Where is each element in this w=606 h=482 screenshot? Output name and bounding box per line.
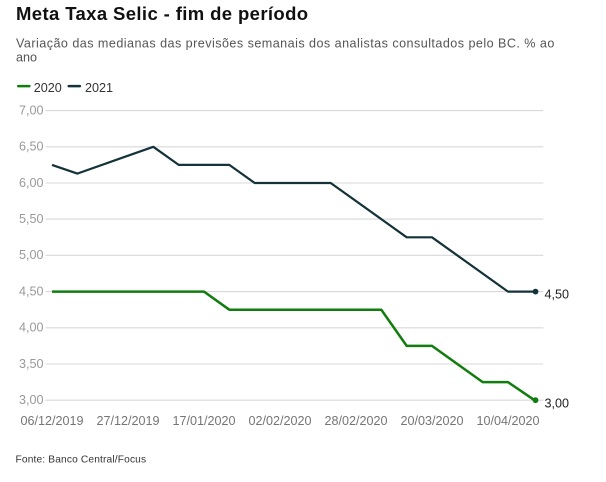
svg-text:28/02/2020: 28/02/2020 [324, 414, 387, 428]
svg-text:3,00: 3,00 [545, 396, 570, 410]
svg-text:2020: 2020 [34, 81, 62, 95]
svg-text:6,50: 6,50 [19, 140, 44, 154]
svg-text:Variação das medianas das prev: Variação das medianas das previsões sema… [16, 37, 555, 51]
svg-text:10/04/2020: 10/04/2020 [476, 414, 539, 428]
svg-text:5,00: 5,00 [19, 248, 44, 262]
svg-text:4,50: 4,50 [19, 284, 44, 298]
svg-text:Fonte: Banco Central/Focus: Fonte: Banco Central/Focus [16, 455, 147, 466]
svg-text:3,50: 3,50 [19, 357, 44, 371]
svg-text:3,00: 3,00 [19, 393, 44, 407]
svg-text:4,00: 4,00 [19, 321, 44, 335]
svg-text:02/02/2020: 02/02/2020 [248, 414, 311, 428]
svg-text:ano: ano [16, 51, 37, 65]
svg-text:7,00: 7,00 [19, 103, 44, 117]
svg-text:17/01/2020: 17/01/2020 [172, 414, 235, 428]
svg-text:06/12/2019: 06/12/2019 [20, 414, 83, 428]
svg-text:5,50: 5,50 [19, 212, 44, 226]
svg-text:20/03/2020: 20/03/2020 [400, 414, 463, 428]
svg-text:Meta Taxa Selic - fim de perío: Meta Taxa Selic - fim de período [16, 3, 308, 24]
svg-text:27/12/2019: 27/12/2019 [96, 414, 159, 428]
svg-text:2021: 2021 [85, 81, 113, 95]
svg-text:6,00: 6,00 [19, 176, 44, 190]
svg-text:4,50: 4,50 [545, 288, 570, 302]
